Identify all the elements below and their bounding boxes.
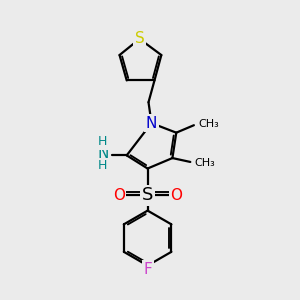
Text: S: S	[135, 32, 144, 46]
Text: N: N	[146, 116, 157, 130]
Text: H: H	[98, 159, 107, 172]
Text: CH₃: CH₃	[195, 158, 215, 168]
Text: CH₃: CH₃	[198, 119, 219, 129]
Text: F: F	[143, 262, 152, 277]
Text: H: H	[98, 135, 107, 148]
Text: S: S	[142, 186, 153, 204]
Text: O: O	[171, 188, 183, 203]
Text: O: O	[112, 188, 124, 203]
Text: N: N	[97, 146, 109, 161]
